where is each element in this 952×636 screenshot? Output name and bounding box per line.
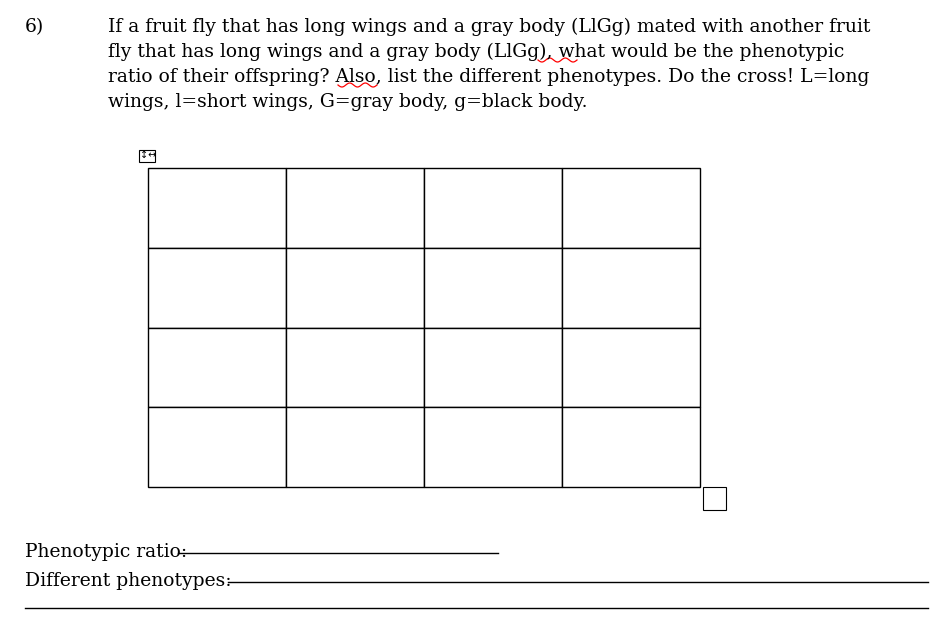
Text: ratio of their offspring? Also, list the different phenotypes. Do the cross! L=l: ratio of their offspring? Also, list the… bbox=[108, 68, 868, 86]
Bar bbox=[139, 150, 155, 162]
Text: wings, l=short wings, G=gray body, g=black body.: wings, l=short wings, G=gray body, g=bla… bbox=[108, 93, 586, 111]
Bar bbox=[286, 168, 424, 248]
Bar bbox=[286, 328, 424, 407]
Bar bbox=[562, 168, 700, 248]
Text: If a fruit fly that has long wings and a gray body (LlGg) mated with another fru: If a fruit fly that has long wings and a… bbox=[108, 18, 869, 36]
Bar bbox=[286, 407, 424, 487]
Bar bbox=[562, 328, 700, 407]
Bar bbox=[148, 407, 286, 487]
Bar bbox=[562, 407, 700, 487]
Bar bbox=[424, 248, 562, 328]
Bar bbox=[562, 248, 700, 328]
Bar bbox=[148, 168, 286, 248]
Bar bbox=[424, 407, 562, 487]
Bar bbox=[424, 168, 562, 248]
Text: 6): 6) bbox=[25, 18, 44, 36]
Text: ↕↔: ↕↔ bbox=[140, 150, 156, 160]
Bar bbox=[286, 248, 424, 328]
Text: Phenotypic ratio:: Phenotypic ratio: bbox=[25, 543, 187, 561]
Bar bbox=[703, 487, 725, 510]
Text: fly that has long wings and a gray body (LlGg), what would be the phenotypic: fly that has long wings and a gray body … bbox=[108, 43, 843, 61]
Text: Different phenotypes:: Different phenotypes: bbox=[25, 572, 231, 590]
Bar bbox=[424, 328, 562, 407]
Bar bbox=[148, 328, 286, 407]
Bar bbox=[148, 248, 286, 328]
